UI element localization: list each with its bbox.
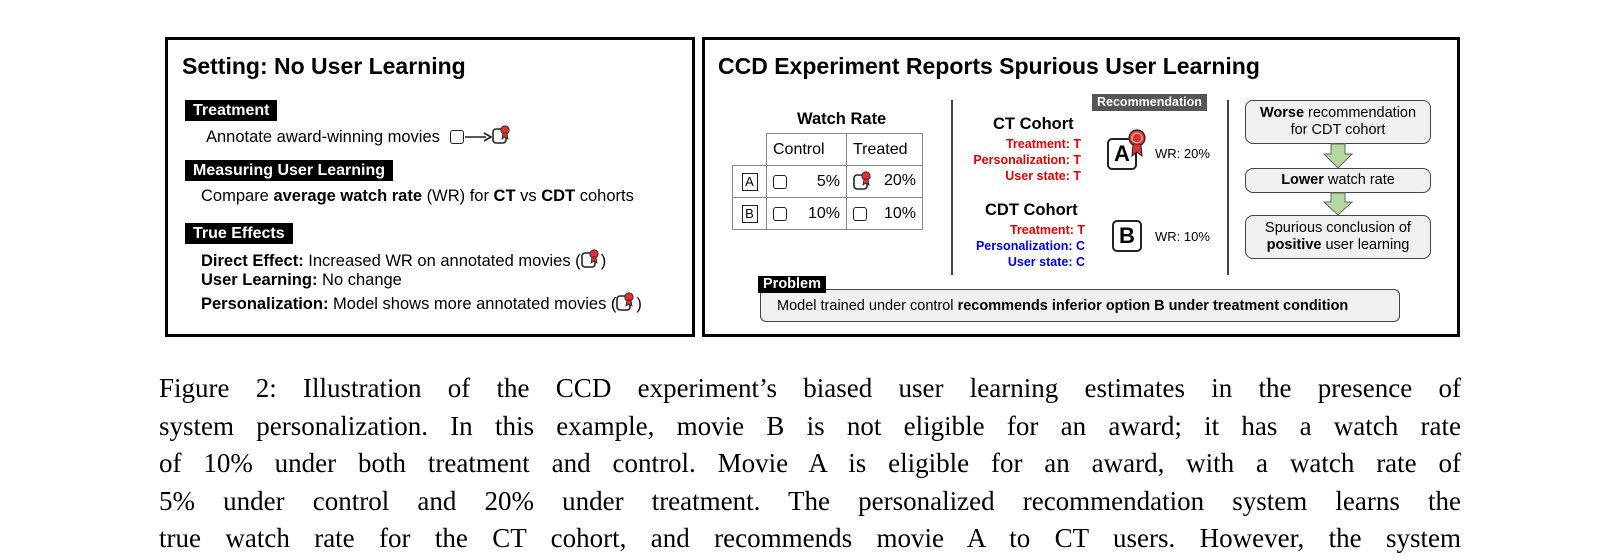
watch-rate-table: Control Treated A 5% 20% B 10% 10% bbox=[732, 133, 923, 230]
row-label-b: B bbox=[741, 204, 758, 223]
divider bbox=[951, 100, 953, 275]
table-row: B 10% 10% bbox=[732, 197, 923, 230]
header-control: Control bbox=[766, 133, 847, 166]
caption-line: true watch rate for the CT cohort, and r… bbox=[159, 523, 1461, 553]
rec-b-wr: WR: 10% bbox=[1155, 229, 1210, 244]
arrow-right-icon bbox=[465, 132, 494, 142]
rec-b-icon: B bbox=[1112, 220, 1142, 252]
award-icon bbox=[1128, 129, 1146, 158]
caption-line: system personalization. In this example,… bbox=[159, 410, 1461, 441]
cdt-treatment: Treatment: T bbox=[1009, 223, 1085, 237]
award-movie-icon bbox=[492, 125, 511, 144]
caption-line: 5% under control and 20% under treatment… bbox=[159, 485, 1461, 516]
measuring-text: Compare average watch rate (WR) for CT v… bbox=[201, 187, 634, 205]
figure-caption: Figure 2: Illustration of the CCD experi… bbox=[159, 370, 1461, 558]
ct-user-state: User state: T bbox=[1005, 169, 1081, 183]
row-label-a: A bbox=[741, 172, 758, 191]
treatment-tag: Treatment bbox=[185, 100, 278, 121]
ct-cohort-title: CT Cohort bbox=[993, 115, 1074, 133]
cdt-user-state: User state: C bbox=[1007, 255, 1085, 269]
divider bbox=[1227, 100, 1229, 275]
flow-lower-watch-rate: Lower watch rate bbox=[1245, 168, 1431, 193]
down-arrow-icon bbox=[1323, 192, 1353, 216]
effect-direct: Direct Effect: Increased WR on annotated… bbox=[201, 249, 606, 271]
measuring-tag: Measuring User Learning bbox=[185, 160, 394, 181]
problem-box: Model trained under control recommends i… bbox=[760, 289, 1400, 322]
watch-rate-title: Watch Rate bbox=[797, 110, 887, 128]
award-movie-icon bbox=[580, 249, 599, 268]
ct-personalization: Personalization: T bbox=[973, 153, 1081, 167]
caption-line: of 10% under both treatment and control.… bbox=[159, 448, 1461, 478]
table-row: A 5% 20% bbox=[732, 165, 923, 198]
caption-line: Figure 2: Illustration of the CCD experi… bbox=[159, 373, 1461, 403]
header-treated: Treated bbox=[846, 133, 923, 166]
left-panel bbox=[165, 37, 695, 337]
cdt-personalization: Personalization: C bbox=[975, 239, 1085, 253]
rec-a-wr: WR: 20% bbox=[1155, 146, 1210, 161]
movie-box-icon bbox=[773, 174, 787, 189]
down-arrow-icon bbox=[1323, 143, 1353, 169]
flow-spurious-conclusion: Spurious conclusion of positive user lea… bbox=[1245, 215, 1431, 259]
recommendation-tag: Recommendation bbox=[1092, 94, 1207, 111]
right-panel bbox=[702, 37, 1460, 337]
award-movie-icon bbox=[616, 291, 635, 311]
problem-tag: Problem bbox=[758, 276, 827, 293]
flow-worse-recommendation: Worse recommendation for CDT cohort bbox=[1245, 100, 1431, 144]
effect-personalization: Personalization: Model shows more annota… bbox=[201, 291, 642, 314]
cdt-cohort-title: CDT Cohort bbox=[985, 201, 1078, 219]
effects-tag: True Effects bbox=[185, 223, 293, 244]
right-panel-title: CCD Experiment Reports Spurious User Lea… bbox=[718, 53, 1260, 79]
left-panel-title: Setting: No User Learning bbox=[182, 53, 466, 79]
treatment-text: Annotate award-winning movies bbox=[206, 125, 512, 147]
ct-treatment: Treatment: T bbox=[1005, 137, 1081, 151]
movie-box-icon bbox=[853, 206, 867, 221]
movie-box-icon bbox=[773, 206, 787, 221]
effect-user-learning: User Learning: No change bbox=[201, 271, 402, 289]
award-movie-icon bbox=[853, 171, 872, 190]
movie-box-icon bbox=[450, 130, 465, 144]
